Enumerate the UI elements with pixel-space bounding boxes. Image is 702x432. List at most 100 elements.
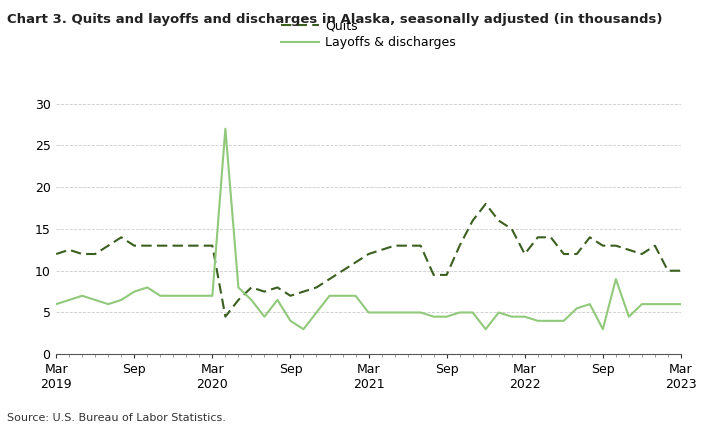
Quits bbox=[663, 268, 672, 273]
Layoffs & discharges bbox=[508, 314, 516, 319]
Layoffs & discharges bbox=[208, 293, 216, 299]
Layoffs & discharges bbox=[312, 310, 321, 315]
Layoffs & discharges bbox=[637, 302, 646, 307]
Layoffs & discharges bbox=[91, 297, 100, 302]
Layoffs & discharges bbox=[663, 302, 672, 307]
Quits bbox=[273, 285, 282, 290]
Quits bbox=[625, 247, 633, 252]
Quits bbox=[456, 243, 464, 248]
Layoffs & discharges bbox=[286, 318, 295, 324]
Layoffs & discharges bbox=[299, 327, 307, 332]
Quits bbox=[573, 251, 581, 257]
Quits bbox=[651, 243, 659, 248]
Layoffs & discharges bbox=[182, 293, 190, 299]
Layoffs & discharges bbox=[65, 297, 74, 302]
Layoffs & discharges bbox=[52, 302, 60, 307]
Layoffs & discharges bbox=[378, 310, 386, 315]
Quits bbox=[130, 243, 138, 248]
Layoffs & discharges bbox=[611, 276, 620, 282]
Quits bbox=[117, 235, 126, 240]
Layoffs & discharges bbox=[273, 297, 282, 302]
Quits bbox=[559, 251, 568, 257]
Quits bbox=[599, 243, 607, 248]
Layoffs & discharges bbox=[494, 310, 503, 315]
Quits bbox=[299, 289, 307, 294]
Layoffs & discharges bbox=[468, 310, 477, 315]
Quits bbox=[91, 251, 100, 257]
Quits bbox=[508, 226, 516, 232]
Layoffs & discharges bbox=[247, 297, 256, 302]
Layoffs & discharges bbox=[651, 302, 659, 307]
Layoffs & discharges bbox=[534, 318, 542, 324]
Quits bbox=[611, 243, 620, 248]
Quits bbox=[312, 285, 321, 290]
Quits bbox=[390, 243, 399, 248]
Quits bbox=[351, 260, 359, 265]
Layoffs & discharges bbox=[143, 285, 152, 290]
Layoffs & discharges bbox=[260, 314, 269, 319]
Layoffs & discharges bbox=[195, 293, 204, 299]
Layoffs & discharges bbox=[130, 289, 138, 294]
Quits bbox=[143, 243, 152, 248]
Layoffs & discharges bbox=[404, 310, 412, 315]
Line: Quits: Quits bbox=[56, 204, 681, 317]
Layoffs & discharges bbox=[677, 302, 685, 307]
Quits bbox=[325, 276, 333, 282]
Quits bbox=[234, 297, 243, 302]
Layoffs & discharges bbox=[416, 310, 425, 315]
Quits bbox=[637, 251, 646, 257]
Quits bbox=[494, 218, 503, 223]
Layoffs & discharges bbox=[156, 293, 164, 299]
Layoffs & discharges bbox=[442, 314, 451, 319]
Quits bbox=[482, 201, 490, 206]
Layoffs & discharges bbox=[547, 318, 555, 324]
Quits bbox=[468, 218, 477, 223]
Layoffs & discharges bbox=[351, 293, 359, 299]
Layoffs & discharges bbox=[234, 285, 243, 290]
Line: Layoffs & discharges: Layoffs & discharges bbox=[56, 129, 681, 329]
Quits bbox=[156, 243, 164, 248]
Quits bbox=[65, 247, 74, 252]
Layoffs & discharges bbox=[521, 314, 529, 319]
Quits bbox=[416, 243, 425, 248]
Quits bbox=[521, 251, 529, 257]
Layoffs & discharges bbox=[599, 327, 607, 332]
Layoffs & discharges bbox=[338, 293, 347, 299]
Layoffs & discharges bbox=[573, 306, 581, 311]
Quits bbox=[52, 251, 60, 257]
Quits bbox=[364, 251, 373, 257]
Quits bbox=[404, 243, 412, 248]
Layoffs & discharges bbox=[456, 310, 464, 315]
Text: Source: U.S. Bureau of Labor Statistics.: Source: U.S. Bureau of Labor Statistics. bbox=[7, 413, 226, 423]
Quits bbox=[221, 314, 230, 319]
Quits bbox=[430, 272, 438, 277]
Text: Chart 3. Quits and layoffs and discharges in Alaska, seasonally adjusted (in tho: Chart 3. Quits and layoffs and discharge… bbox=[7, 13, 663, 26]
Layoffs & discharges bbox=[117, 297, 126, 302]
Quits bbox=[260, 289, 269, 294]
Quits bbox=[169, 243, 178, 248]
Layoffs & discharges bbox=[482, 327, 490, 332]
Quits bbox=[104, 243, 112, 248]
Quits bbox=[585, 235, 594, 240]
Layoffs & discharges bbox=[325, 293, 333, 299]
Layoffs & discharges bbox=[625, 314, 633, 319]
Layoffs & discharges bbox=[585, 302, 594, 307]
Quits bbox=[677, 268, 685, 273]
Quits bbox=[378, 247, 386, 252]
Layoffs & discharges bbox=[221, 126, 230, 131]
Layoffs & discharges bbox=[559, 318, 568, 324]
Quits bbox=[78, 251, 86, 257]
Layoffs & discharges bbox=[104, 302, 112, 307]
Layoffs & discharges bbox=[430, 314, 438, 319]
Quits bbox=[182, 243, 190, 248]
Layoffs & discharges bbox=[364, 310, 373, 315]
Quits bbox=[534, 235, 542, 240]
Layoffs & discharges bbox=[78, 293, 86, 299]
Quits bbox=[547, 235, 555, 240]
Quits bbox=[247, 285, 256, 290]
Quits bbox=[338, 268, 347, 273]
Quits bbox=[442, 272, 451, 277]
Quits bbox=[195, 243, 204, 248]
Legend: Quits, Layoffs & discharges: Quits, Layoffs & discharges bbox=[277, 15, 461, 54]
Layoffs & discharges bbox=[169, 293, 178, 299]
